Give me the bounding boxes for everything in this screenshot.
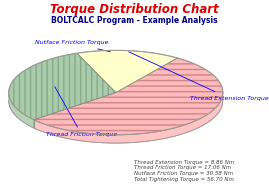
Polygon shape	[9, 53, 116, 120]
Text: Thread Extension Torque = 8.86 Nm
Thread Friction Torque = 17.06 Nm
Nutface Fric: Thread Extension Torque = 8.86 Nm Thread…	[134, 160, 235, 182]
Text: Nutface Friction Torque: Nutface Friction Torque	[36, 40, 110, 52]
Text: Thread Extension Torque: Thread Extension Torque	[129, 52, 268, 101]
Polygon shape	[77, 50, 177, 92]
Polygon shape	[34, 58, 223, 135]
Text: BOLTCALC Program - Example Analysis: BOLTCALC Program - Example Analysis	[51, 16, 218, 25]
Polygon shape	[9, 93, 34, 128]
Text: Torque Distribution Chart: Torque Distribution Chart	[50, 2, 219, 16]
Polygon shape	[34, 93, 223, 143]
Text: Thread Friction Torque: Thread Friction Torque	[46, 87, 118, 137]
